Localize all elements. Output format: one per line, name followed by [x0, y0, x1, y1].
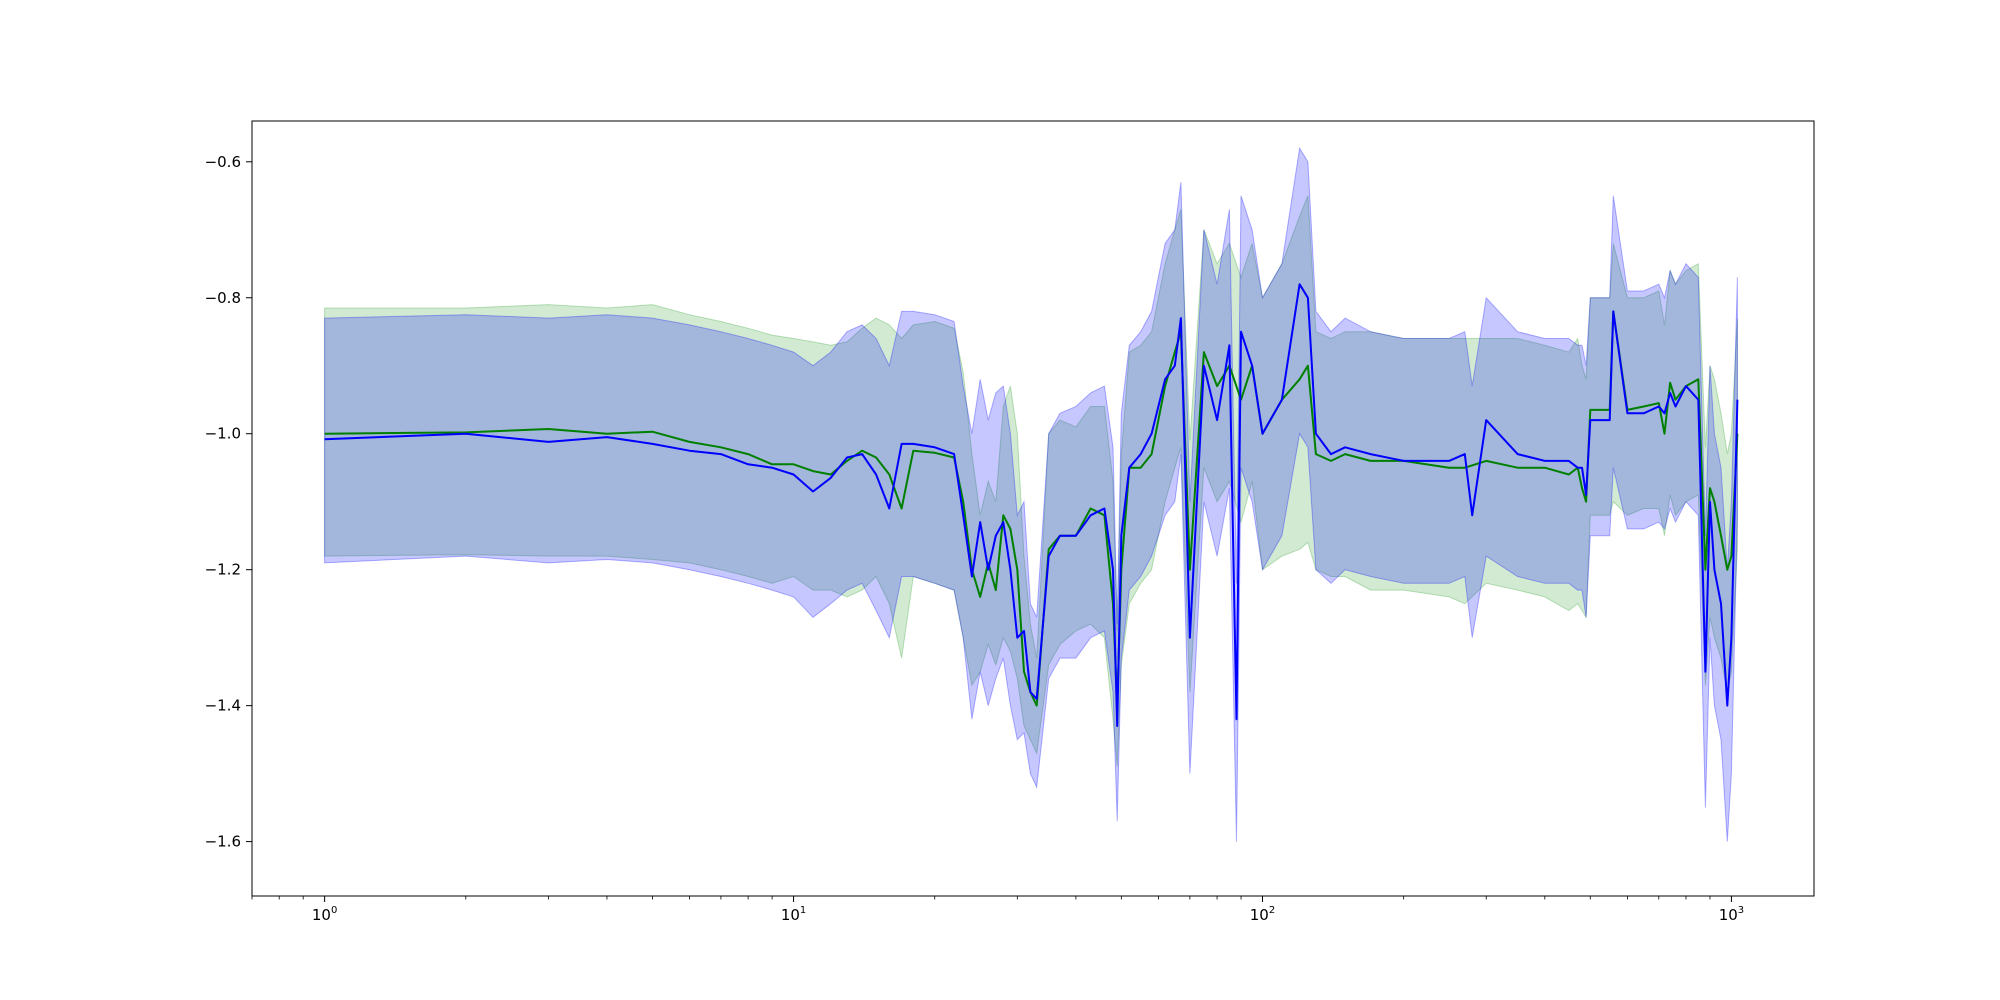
- x-tick-label: 103: [1719, 905, 1744, 924]
- series-2-line: [324, 283, 1739, 727]
- y-tick-label: −1.0: [205, 425, 241, 443]
- y-axis: −0.6 −0.8 −1.0 −1.2 −1.4 −1.6: [205, 153, 252, 851]
- y-tick-label: −1.2: [205, 561, 241, 579]
- y-tick-label: −0.8: [205, 289, 241, 307]
- series-lines: [324, 283, 1739, 727]
- series-2-band: [324, 146, 1738, 842]
- y-tick-label: −0.6: [205, 153, 241, 171]
- plot-frame: [251, 120, 1815, 897]
- x-axis: 100 101 102 103: [251, 896, 1744, 924]
- confidence-bands: [324, 146, 1738, 842]
- series-1-band: [324, 195, 1738, 767]
- x-tick-label: 102: [1250, 905, 1275, 924]
- x-tick-label: 100: [312, 905, 337, 924]
- x-tick-label: 101: [781, 905, 806, 924]
- y-tick-label: −1.6: [205, 833, 241, 851]
- y-tick-label: −1.4: [205, 697, 241, 715]
